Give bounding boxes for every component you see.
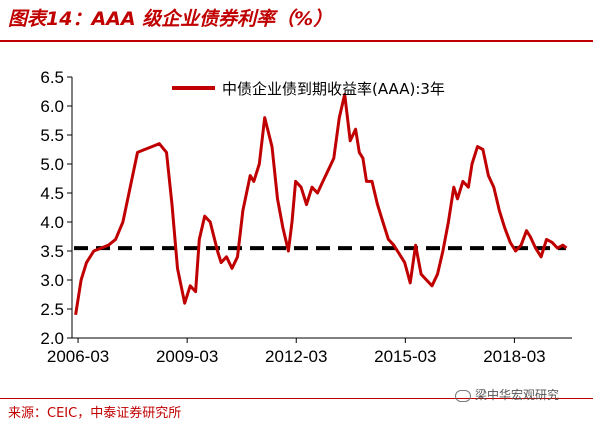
x-tick-label: 2006-03: [47, 347, 109, 366]
watermark: 梁中华宏观研究: [455, 386, 559, 403]
chart-axes: [71, 77, 572, 339]
y-tick-label: 5.0: [40, 155, 64, 174]
watermark-text: 梁中华宏观研究: [475, 388, 560, 402]
y-tick-label: 5.5: [40, 126, 64, 145]
y-tick-label: 4.5: [40, 184, 64, 203]
chart-title: 图表14：AAA 级企业债券利率（%）: [8, 8, 333, 30]
x-axis-ticks: 2006-03 2009-03 2012-03 2015-03 2018-03: [47, 338, 546, 366]
y-tick-label: 4.0: [40, 213, 64, 232]
x-tick-label: 2018-03: [483, 347, 545, 366]
y-tick-label: 6.5: [40, 68, 64, 87]
y-axis-ticks: 2.0 2.5 3.0 3.5 4.0 4.5 5.0 5.5 6.0 6.5: [40, 68, 72, 348]
y-tick-label: 2.5: [40, 300, 64, 319]
footer-rule: [0, 398, 593, 399]
y-tick-label: 2.0: [40, 329, 64, 348]
y-tick-label: 3.0: [40, 271, 64, 290]
series-line: [74, 92, 568, 316]
x-tick-label: 2015-03: [374, 347, 436, 366]
y-tick-label: 6.0: [40, 97, 64, 116]
x-tick-label: 2012-03: [265, 347, 327, 366]
source-note: 来源：CEIC，中泰证券研究所: [8, 406, 182, 421]
legend-label: 中债企业债到期收益率(AAA):3年: [222, 80, 445, 98]
y-tick-label: 3.5: [40, 242, 64, 261]
title-underline: [0, 40, 593, 42]
legend: 中债企业债到期收益率(AAA):3年: [172, 80, 445, 98]
wechat-icon: [455, 389, 471, 402]
x-tick-label: 2009-03: [156, 347, 218, 366]
